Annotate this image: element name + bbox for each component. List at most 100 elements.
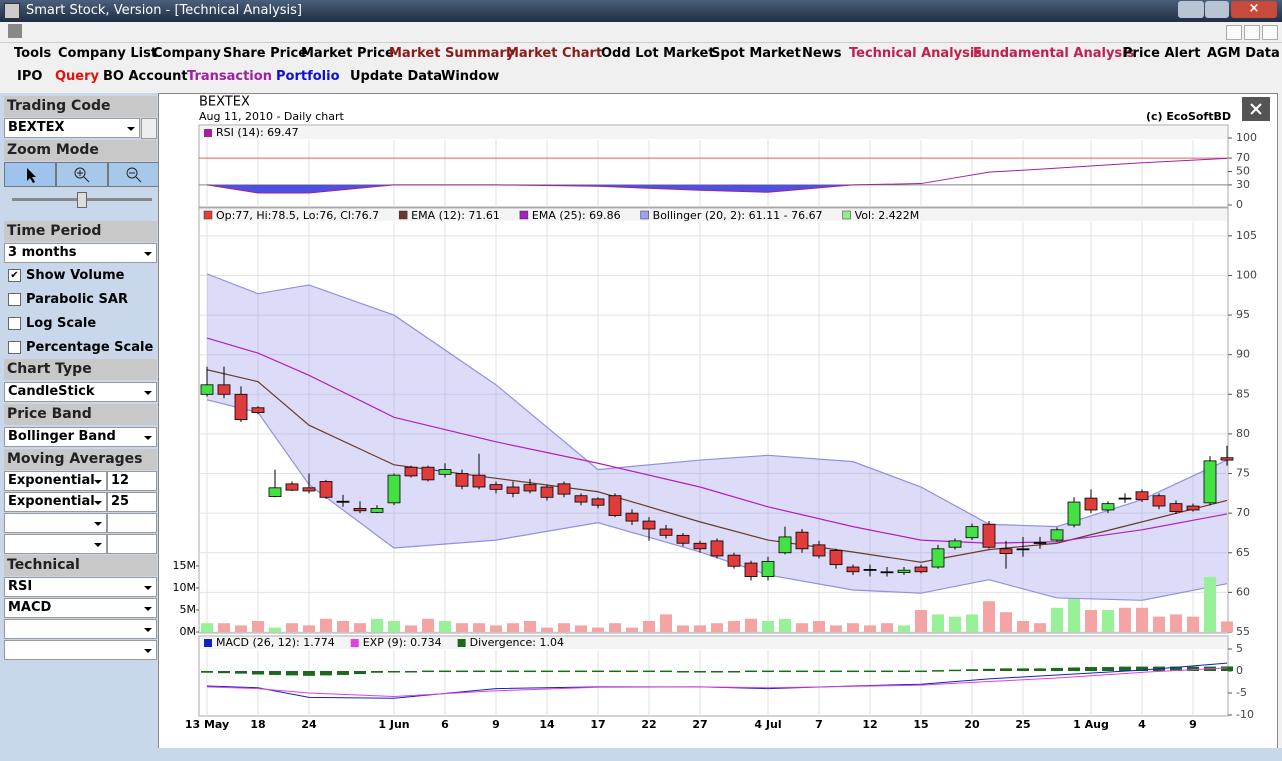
menu-item[interactable]: News bbox=[802, 46, 842, 61]
check-mark[interactable] bbox=[8, 293, 21, 306]
menu-item[interactable]: Market Chart bbox=[506, 46, 603, 61]
check-mark[interactable]: ✔ bbox=[8, 269, 21, 282]
divergence-bar bbox=[728, 671, 740, 673]
ma-type-select[interactable] bbox=[4, 534, 107, 554]
divergence-bar bbox=[575, 670, 587, 673]
menu-item[interactable]: Technical Analysis bbox=[849, 46, 983, 61]
volume-bar bbox=[405, 625, 417, 632]
legend-strip bbox=[200, 126, 1227, 139]
menu-item[interactable]: Query bbox=[55, 69, 100, 84]
legend-swatch bbox=[457, 639, 466, 647]
mdi-restore[interactable] bbox=[1244, 25, 1260, 40]
menu-item[interactable]: Transaction bbox=[187, 69, 272, 84]
menu-item[interactable]: Update Data bbox=[350, 69, 443, 84]
menu-item[interactable]: Share Price bbox=[223, 46, 308, 61]
legend-swatch bbox=[204, 639, 212, 647]
macd-tick-label: -5 bbox=[1236, 686, 1247, 699]
indicator-select[interactable]: RSI bbox=[4, 577, 157, 597]
pointer-tool[interactable] bbox=[4, 162, 56, 187]
trading-code-select[interactable]: BEXTEX bbox=[4, 118, 140, 138]
zoom-out-tool[interactable] bbox=[108, 162, 159, 187]
ma-period-input[interactable] bbox=[107, 513, 157, 533]
candle-body bbox=[1050, 529, 1064, 541]
price-band-select[interactable]: Bollinger Band bbox=[4, 427, 157, 447]
spinner[interactable] bbox=[141, 118, 157, 139]
checkbox[interactable]: Log Scale bbox=[4, 312, 157, 335]
volume-bar bbox=[1068, 599, 1080, 632]
volume-bar bbox=[983, 601, 995, 632]
mdi-minimize[interactable] bbox=[1226, 25, 1242, 40]
volume-bar bbox=[1221, 621, 1233, 632]
legend-swatch bbox=[398, 210, 408, 220]
checkbox[interactable]: Parabolic SAR bbox=[4, 288, 157, 311]
section-header: Chart Type bbox=[4, 359, 157, 380]
macd-legend: EXP (9): 0.734 bbox=[363, 636, 442, 649]
legend-text: EMA (12): 71.61 bbox=[411, 209, 500, 222]
menu-item[interactable]: IPO bbox=[17, 69, 43, 84]
menu-item[interactable]: Spot Market bbox=[711, 46, 801, 61]
ma-period-input[interactable]: 12 bbox=[107, 471, 157, 491]
divergence-bar bbox=[337, 671, 349, 675]
chart-type-select[interactable]: CandleStick bbox=[4, 382, 157, 402]
check-mark[interactable] bbox=[8, 341, 21, 354]
ma-type-select[interactable] bbox=[4, 513, 107, 533]
divergence-bar bbox=[813, 670, 825, 673]
slider-thumb[interactable] bbox=[77, 192, 87, 208]
candle-body bbox=[829, 549, 843, 566]
time-period-select[interactable]: 3 months bbox=[4, 243, 157, 263]
rsi-tick-label: 30 bbox=[1236, 178, 1250, 191]
panel-frame bbox=[198, 635, 1229, 717]
minimize-button[interactable] bbox=[1178, 1, 1204, 18]
ma-type-select[interactable]: Exponential bbox=[4, 492, 107, 512]
zoom-in-tool[interactable] bbox=[56, 162, 108, 187]
menu-item[interactable]: Portfolio bbox=[276, 69, 340, 84]
volume-bar bbox=[320, 618, 332, 632]
menu-item[interactable]: Window bbox=[441, 69, 500, 84]
divergence-bar bbox=[252, 671, 264, 675]
divergence-bar bbox=[201, 671, 213, 673]
menu-item[interactable]: Tools bbox=[14, 46, 52, 61]
candle-body bbox=[625, 512, 639, 522]
rsi-tick-label: 50 bbox=[1236, 165, 1250, 178]
divergence-bar bbox=[745, 670, 757, 673]
maximize-button[interactable] bbox=[1205, 1, 1229, 18]
mdi-close[interactable] bbox=[1262, 25, 1278, 40]
volume-bar bbox=[456, 623, 468, 632]
x-tick-label: 4 Jul bbox=[754, 718, 781, 731]
divergence-bar bbox=[388, 671, 400, 673]
divergence-bar bbox=[405, 671, 417, 673]
candle-body bbox=[591, 498, 605, 506]
divergence-bar bbox=[354, 671, 366, 675]
volume-bar bbox=[235, 625, 247, 632]
check-mark[interactable] bbox=[8, 317, 21, 330]
menu-item[interactable]: Market Price bbox=[301, 46, 394, 61]
divergence-bar bbox=[286, 671, 298, 676]
ma-type-select[interactable]: Exponential bbox=[4, 471, 107, 491]
menu-item[interactable]: Market Summary bbox=[389, 46, 515, 61]
menu-item[interactable]: Fundamental Analysis bbox=[973, 46, 1135, 61]
menu-item[interactable]: Company bbox=[153, 46, 221, 61]
divergence-bar bbox=[779, 670, 791, 673]
menu-item[interactable]: BO Account bbox=[103, 69, 188, 84]
checkbox[interactable]: Percentage Scale bbox=[4, 336, 157, 359]
divergence-bar bbox=[1119, 666, 1131, 671]
menu-item[interactable]: Price Alert bbox=[1123, 46, 1201, 61]
close-button[interactable]: × bbox=[1231, 1, 1277, 18]
ma-period-input[interactable]: 25 bbox=[107, 492, 157, 512]
menu-item[interactable]: Company List bbox=[58, 46, 158, 61]
indicator-select[interactable]: MACD bbox=[4, 598, 157, 618]
divergence-bar bbox=[320, 671, 332, 676]
x-tick-label: 24 bbox=[301, 718, 317, 731]
indicator-select[interactable] bbox=[4, 619, 157, 639]
volume-bar bbox=[422, 618, 434, 632]
ma-period-input[interactable] bbox=[107, 534, 157, 554]
divergence-bar bbox=[762, 670, 774, 673]
divergence-bar bbox=[864, 670, 876, 673]
menu-item[interactable]: AGM Data bbox=[1207, 46, 1280, 61]
volume-bar bbox=[269, 627, 281, 632]
volume-bar bbox=[1102, 610, 1114, 632]
indicator-select[interactable] bbox=[4, 640, 157, 660]
volume-bar bbox=[864, 625, 876, 632]
menu-item[interactable]: Odd Lot Market bbox=[601, 46, 715, 61]
